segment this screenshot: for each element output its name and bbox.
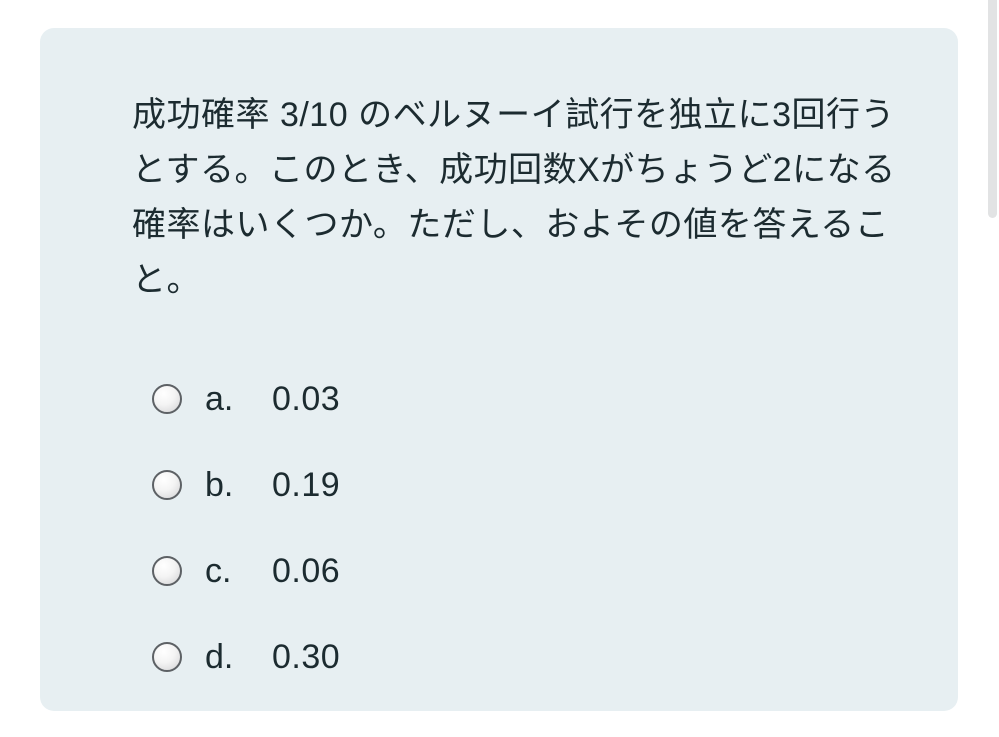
option-c-value: 0.06: [272, 551, 341, 590]
radio-button-b[interactable]: [152, 470, 182, 500]
radio-button-a[interactable]: [152, 384, 182, 414]
question-card: 成功確率 3/10 のベルヌーイ試行を独立に3回行う とする。このとき、成功回数…: [40, 28, 958, 711]
option-b[interactable]: b. 0.19: [152, 442, 852, 528]
option-c[interactable]: c. 0.06: [152, 528, 852, 614]
option-d-value: 0.30: [272, 637, 341, 676]
option-d[interactable]: d. 0.30: [152, 614, 852, 700]
option-a-letter: a.: [205, 379, 234, 418]
question-text: 成功確率 3/10 のベルヌーイ試行を独立に3回行う とする。このとき、成功回数…: [132, 88, 942, 308]
question-line-1: 成功確率 3/10 のベルヌーイ試行を独立に3回行う: [132, 96, 895, 134]
question-line-3: 確率はいくつか。ただし、およその値を答えるこ: [132, 206, 890, 244]
option-b-value: 0.19: [272, 465, 341, 504]
radio-button-c[interactable]: [152, 556, 182, 586]
options-list: a. 0.03 b. 0.19 c. 0.06 d. 0.30: [152, 356, 852, 700]
question-line-4: と。: [132, 261, 201, 299]
option-c-letter: c.: [205, 551, 232, 590]
radio-button-d[interactable]: [152, 642, 182, 672]
option-a-value: 0.03: [272, 379, 341, 418]
scrollbar-thumb[interactable]: [988, 0, 997, 218]
option-d-letter: d.: [205, 637, 234, 676]
option-a[interactable]: a. 0.03: [152, 356, 852, 442]
option-b-letter: b.: [205, 465, 234, 504]
question-line-2: とする。このとき、成功回数Xがちょうど2になる: [132, 151, 896, 189]
